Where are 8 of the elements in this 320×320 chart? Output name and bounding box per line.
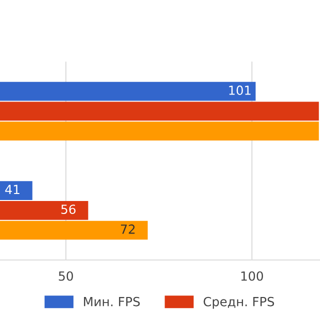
data-label: 56 (61, 204, 76, 214)
legend-label: Средн. FPS (204, 296, 274, 309)
data-label: 41 (5, 184, 20, 194)
x-tick-label: 50 (58, 271, 73, 281)
legend-label: Мин. FPS (84, 296, 140, 306)
x-tick-label: 100 (241, 271, 264, 281)
data-label: 101 (229, 86, 251, 95)
data-label: 72 (120, 224, 135, 234)
